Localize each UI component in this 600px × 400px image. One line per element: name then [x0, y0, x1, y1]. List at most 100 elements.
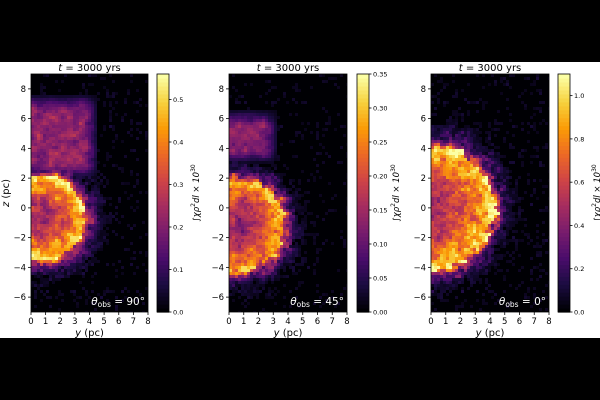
colorbar-swatch: [157, 304, 169, 309]
heatmap-cell: [524, 233, 527, 236]
heatmap-cell: [85, 176, 88, 179]
heatmap-cell: [316, 131, 319, 134]
heatmap-cell: [440, 221, 443, 224]
heatmap-cell: [91, 116, 94, 119]
heatmap-cell: [494, 236, 497, 239]
heatmap-cell: [247, 215, 250, 218]
heatmap-cell: [40, 134, 43, 137]
heatmap-cell: [494, 272, 497, 275]
heatmap-cell: [49, 113, 52, 116]
heatmap-cell: [229, 116, 232, 119]
y-tick-label: 6: [421, 115, 426, 125]
heatmap-cell: [259, 278, 262, 281]
heatmap-cell: [473, 161, 476, 164]
heatmap-cell: [115, 206, 118, 209]
heatmap-cell: [488, 224, 491, 227]
heatmap-cell: [506, 224, 509, 227]
heatmap-cell: [40, 179, 43, 182]
heatmap-cell: [295, 203, 298, 206]
heatmap-cell: [244, 119, 247, 122]
heatmap-cell: [67, 167, 70, 170]
heatmap-cell: [85, 194, 88, 197]
heatmap-cell: [316, 251, 319, 254]
heatmap-cell: [476, 290, 479, 293]
colorbar-swatch: [157, 113, 169, 119]
heatmap-cell: [437, 254, 440, 257]
heatmap-cell: [271, 188, 274, 191]
heatmap-cell: [322, 80, 325, 83]
colorbar-swatch: [357, 288, 369, 293]
heatmap-cell: [467, 170, 470, 173]
heatmap-cell: [235, 248, 238, 251]
heatmap-cell: [286, 248, 289, 251]
heatmap-cell: [295, 218, 298, 221]
heatmap-cell: [82, 113, 85, 116]
heatmap-cell: [455, 197, 458, 200]
heatmap-cell: [521, 266, 524, 269]
heatmap-cell: [58, 212, 61, 215]
heatmap-cell: [301, 263, 304, 266]
heatmap-cell: [467, 272, 470, 275]
x-tick-label: 8: [145, 317, 150, 327]
colorbar-swatch: [157, 161, 169, 166]
heatmap-cell: [253, 233, 256, 236]
heatmap-cell: [61, 251, 64, 254]
heatmap-cell: [43, 200, 46, 203]
heatmap-cell: [479, 257, 482, 260]
heatmap-cell: [482, 161, 485, 164]
heatmap-cell: [37, 221, 40, 224]
heatmap-cell: [94, 221, 97, 224]
heatmap-cell: [46, 251, 49, 254]
heatmap-cell: [289, 203, 292, 206]
heatmap-cell: [494, 164, 497, 167]
heatmap-cell: [461, 164, 464, 167]
heatmap-cell: [485, 236, 488, 239]
heatmap-cell: [76, 242, 79, 245]
heatmap-cell: [244, 137, 247, 140]
heatmap-cell: [229, 233, 232, 236]
heatmap-cell: [64, 245, 67, 248]
heatmap-cell: [446, 245, 449, 248]
heatmap-cell: [259, 212, 262, 215]
heatmap-cell: [241, 209, 244, 212]
heatmap-cell: [509, 284, 512, 287]
heatmap-cell: [250, 218, 253, 221]
heatmap-cell: [497, 164, 500, 167]
heatmap-cell: [494, 191, 497, 194]
heatmap-cell: [470, 137, 473, 140]
heatmap-cell: [265, 266, 268, 269]
heatmap-cell: [70, 116, 73, 119]
heatmap-cell: [40, 239, 43, 242]
heatmap-cell: [232, 290, 235, 293]
heatmap-cell: [431, 221, 434, 224]
heatmap-cell: [52, 269, 55, 272]
heatmap-cell: [82, 260, 85, 263]
heatmap-cell: [271, 200, 274, 203]
heatmap-cell: [271, 233, 274, 236]
heatmap-cell: [277, 290, 280, 293]
colorbar-swatch: [157, 288, 169, 293]
colorbar-swatch: [157, 189, 169, 194]
heatmap-cell: [79, 101, 82, 104]
heatmap-cell: [55, 296, 58, 299]
heatmap-cell: [124, 113, 127, 116]
heatmap-cell: [64, 191, 67, 194]
heatmap-cell: [235, 89, 238, 92]
heatmap-cell: [88, 248, 91, 251]
heatmap-cell: [82, 212, 85, 215]
heatmap-cell: [431, 176, 434, 179]
heatmap-cell: [94, 125, 97, 128]
heatmap-cell: [253, 188, 256, 191]
heatmap-cell: [277, 224, 280, 227]
heatmap-cell: [485, 269, 488, 272]
heatmap-cell: [37, 245, 40, 248]
heatmap-cell: [94, 182, 97, 185]
heatmap-cell: [503, 197, 506, 200]
heatmap-cell: [46, 74, 49, 77]
heatmap-cell: [452, 191, 455, 194]
heatmap-cell: [94, 110, 97, 113]
heatmap-cell: [31, 236, 34, 239]
heatmap-cell: [244, 143, 247, 146]
heatmap-cell: [452, 140, 455, 143]
heatmap-cell: [500, 191, 503, 194]
